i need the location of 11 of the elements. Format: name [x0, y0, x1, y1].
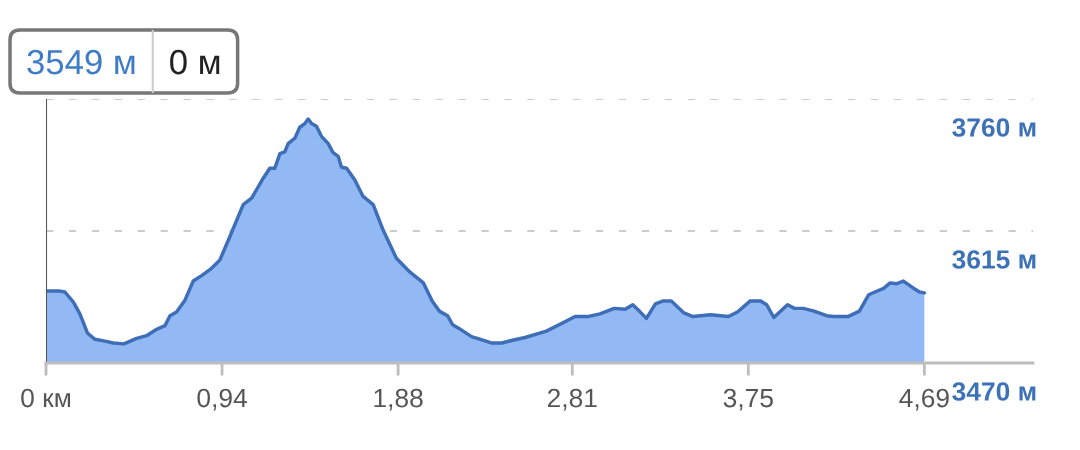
y-tick-label: 3470 м	[952, 382, 1036, 401]
x-tick-label: 2,81	[547, 388, 597, 411]
text: 3549 м	[27, 49, 135, 75]
y-tick-label: 3615 м	[952, 250, 1036, 269]
x-tick-label: 3,75	[723, 388, 773, 411]
x-tick-label: 4,69	[899, 388, 949, 411]
x-tick-label: 1,88	[374, 388, 423, 411]
text: 0 м	[170, 49, 220, 75]
x-tick-label: 0,94	[197, 388, 247, 411]
y-tick-label: 3760 м	[952, 118, 1036, 137]
x-tick-label: 0 км	[21, 388, 71, 408]
